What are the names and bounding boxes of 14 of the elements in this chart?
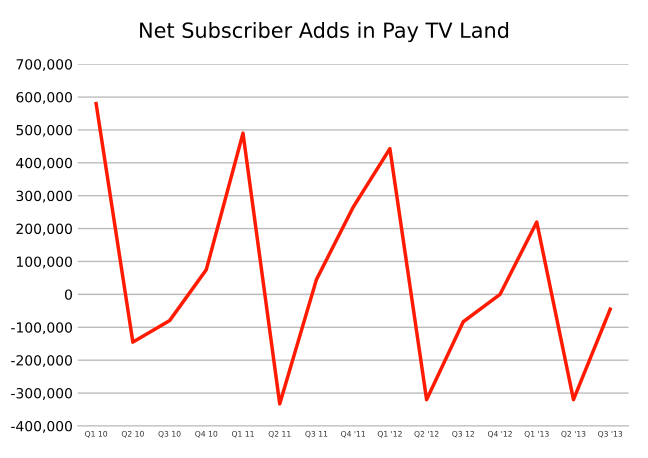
y-tick-label: -300,000 <box>11 388 72 400</box>
y-tick-label: -400,000 <box>11 420 72 433</box>
y-tick-label: 300,000 <box>16 190 72 203</box>
line-series <box>94 102 612 406</box>
y-tick-label: 600,000 <box>16 92 72 104</box>
y-tick-label: 500,000 <box>16 124 72 137</box>
y-tick-label: -200,000 <box>11 355 72 368</box>
y-tick-label: 100,000 <box>16 256 72 268</box>
y-tick-label: -100,000 <box>11 322 72 334</box>
y-tick-label: 700,000 <box>16 59 72 72</box>
y-tick-label: 0 <box>64 289 72 300</box>
y-tick-label: 400,000 <box>16 158 72 170</box>
y-tick-label: 200,000 <box>16 224 72 236</box>
chart-title: Net Subscriber Adds in Pay TV Land <box>140 22 508 42</box>
